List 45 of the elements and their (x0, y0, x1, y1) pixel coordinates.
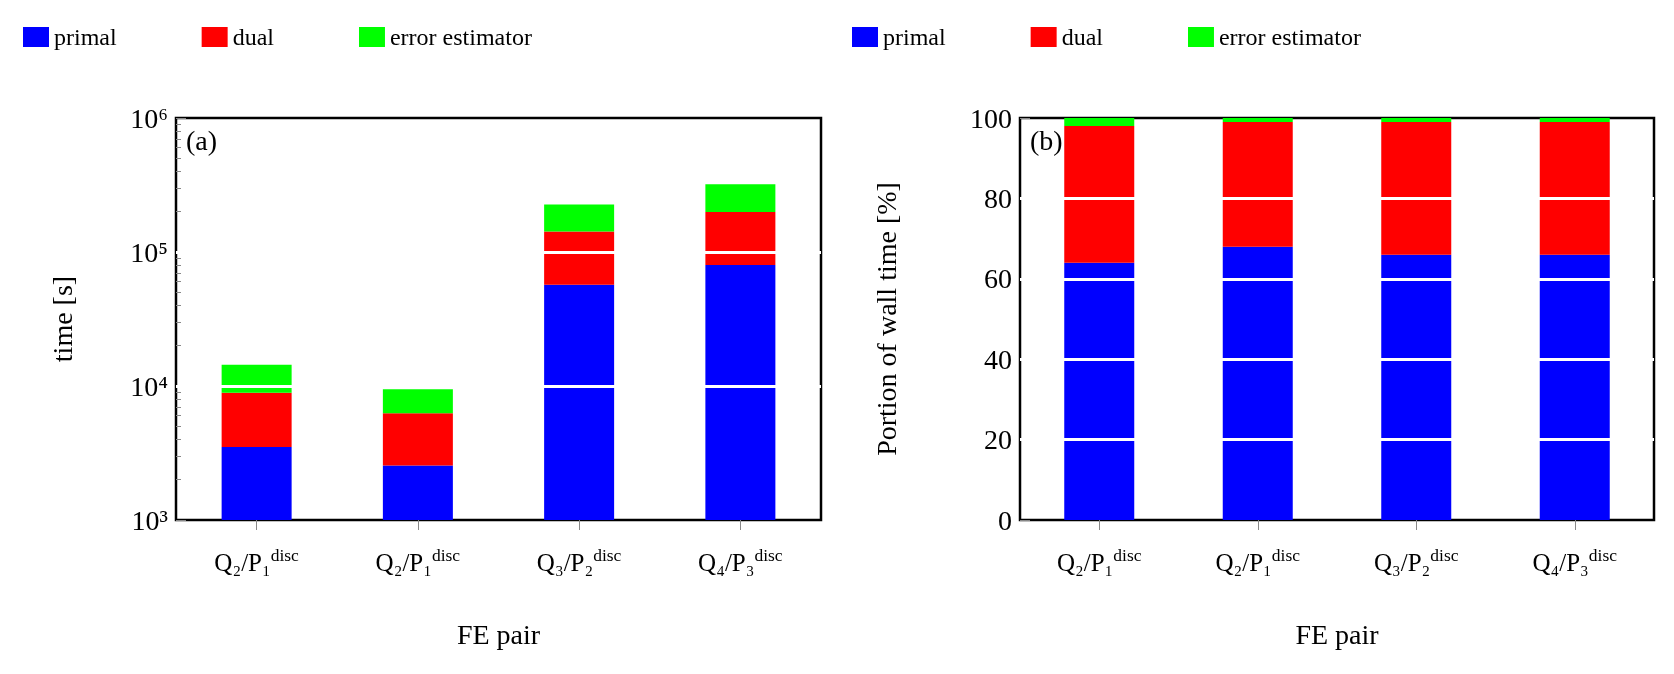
y-tick-label: 100 (970, 102, 1012, 134)
bar (1064, 262, 1135, 520)
y-tick-label: 0 (998, 504, 1012, 536)
bar (1539, 118, 1610, 123)
bar (705, 264, 776, 520)
bar (382, 465, 453, 520)
bar (705, 211, 776, 265)
legend-label: error estimator (1218, 24, 1361, 50)
bar (1222, 122, 1293, 247)
legend-label: error estimator (389, 24, 532, 50)
bar (1539, 254, 1610, 520)
legend-label: dual (1061, 24, 1104, 50)
bar (221, 447, 292, 520)
bar (544, 284, 615, 520)
bar (1222, 246, 1293, 520)
y-axis-title: Portion of wall time [%] (870, 182, 902, 456)
y-tick-label: 10⁴ (130, 370, 168, 402)
annotation: (b) (1030, 124, 1063, 156)
y-tick-label: 60 (984, 263, 1012, 295)
bar (1222, 118, 1293, 123)
bar (1064, 118, 1135, 127)
bar (1381, 122, 1452, 255)
legend-label: dual (232, 24, 275, 50)
bar (221, 392, 292, 448)
bar (382, 389, 453, 414)
y-tick-label: 10⁶ (130, 102, 168, 134)
y-tick-label: 10³ (131, 504, 168, 536)
annotation: (a) (186, 124, 218, 156)
y-tick-label: 10⁵ (130, 236, 168, 268)
x-axis-title: FE pair (456, 618, 541, 650)
y-tick-label: 20 (984, 424, 1012, 456)
bar (705, 184, 776, 212)
legend-label: primal (54, 24, 117, 50)
y-tick-label: 40 (984, 343, 1012, 375)
bar (1381, 118, 1452, 123)
bar (1064, 126, 1135, 263)
bar (544, 204, 615, 232)
bar (382, 413, 453, 466)
y-axis-title: time [s] (46, 275, 78, 363)
bar (1539, 122, 1610, 255)
x-axis-title: FE pair (1295, 618, 1380, 650)
legend-label: primal (883, 24, 946, 50)
bar (1381, 254, 1452, 520)
bar (544, 231, 615, 285)
y-tick-label: 80 (984, 182, 1012, 214)
